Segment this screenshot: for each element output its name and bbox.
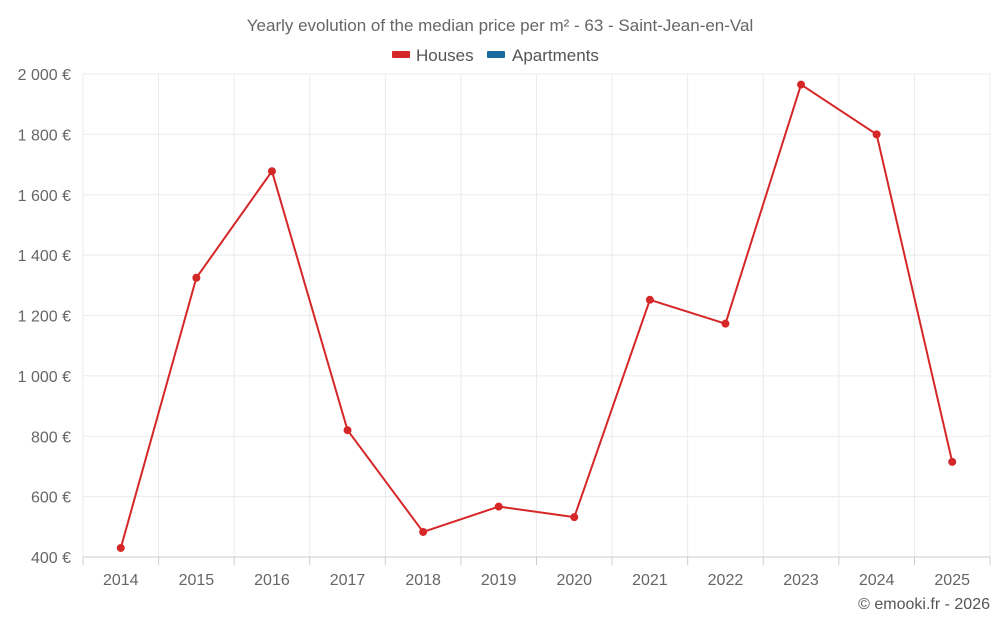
x-tick-label: 2019 (481, 572, 517, 589)
legend-swatch-apartments (487, 51, 505, 58)
data-point-2025[interactable] (948, 457, 957, 466)
legend-label-houses: Houses (416, 46, 474, 65)
y-tick-label: 1 200 € (18, 309, 71, 326)
x-tick-label: 2018 (405, 572, 441, 589)
legend-swatch-houses (392, 51, 410, 58)
y-tick-label: 800 € (31, 429, 71, 446)
y-axis: 400 € 600 € 800 € 1 000 € 1 200 € 1 400 € 1 60… (18, 67, 71, 567)
data-point-2021[interactable] (645, 295, 654, 304)
y-tick-label: 1 800 € (18, 127, 71, 144)
series-line-houses (119, 83, 954, 549)
y-tick-label: 1 000 € (18, 369, 71, 386)
x-tick-label: 2021 (632, 572, 668, 589)
data-point-2023[interactable] (797, 80, 806, 89)
x-tick-label: 2025 (934, 572, 970, 589)
data-point-2020[interactable] (570, 513, 579, 522)
y-tick-label: 1 600 € (18, 188, 71, 205)
credit-text: © emooki.fr - 2026 (858, 596, 990, 613)
gridlines (82, 73, 991, 558)
x-tick-label: 2024 (859, 572, 895, 589)
data-point-2014[interactable] (116, 543, 125, 552)
x-tick-label: 2023 (783, 572, 819, 589)
data-point-2022[interactable] (721, 319, 730, 328)
y-tick-label: 400 € (31, 550, 71, 567)
x-axis: 2014 2015 2016 2017 2018 2019 2020 2021 2022 2023… (82, 556, 991, 589)
x-tick-label: 2014 (103, 572, 139, 589)
y-tick-label: 600 € (31, 490, 71, 507)
x-tick-label: 2015 (179, 572, 215, 589)
data-point-2015[interactable] (192, 273, 201, 282)
legend-item-houses[interactable]: Houses (392, 46, 474, 65)
x-tick-label: 2016 (254, 572, 290, 589)
data-point-2016[interactable] (267, 167, 276, 176)
chart-title: Yearly evolution of the median price per… (247, 16, 753, 35)
data-point-2018[interactable] (419, 527, 428, 536)
series-houses (116, 80, 957, 552)
data-point-2019[interactable] (494, 502, 503, 511)
legend-label-apartments: Apartments (512, 46, 599, 65)
y-tick-label: 2 000 € (18, 67, 71, 84)
data-point-2017[interactable] (343, 426, 352, 435)
x-tick-label: 2017 (330, 572, 366, 589)
x-tick-label: 2020 (556, 572, 592, 589)
x-tick-label: 2022 (708, 572, 744, 589)
legend: Houses Apartments (392, 46, 599, 65)
legend-item-apartments[interactable]: Apartments (487, 46, 599, 65)
data-point-2024[interactable] (872, 130, 881, 139)
y-tick-label: 1 400 € (18, 248, 71, 265)
